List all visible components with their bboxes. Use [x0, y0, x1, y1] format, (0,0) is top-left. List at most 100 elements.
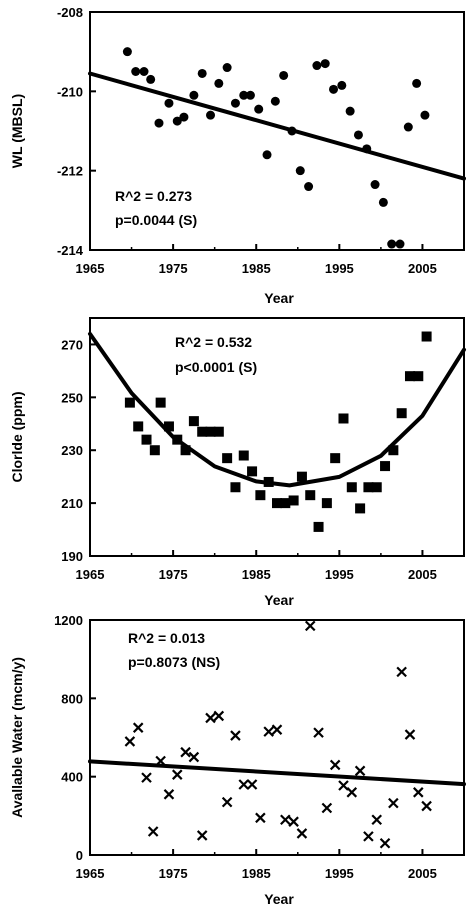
y-tick-label: 270	[61, 337, 83, 352]
data-point	[379, 837, 391, 849]
data-point	[271, 724, 283, 735]
data-point	[247, 466, 258, 477]
data-point	[346, 787, 358, 798]
x-tick-label: 1985	[242, 567, 271, 582]
data-point	[189, 90, 199, 100]
data-point	[205, 426, 216, 437]
data-point	[131, 67, 141, 76]
data-point	[371, 814, 383, 826]
data-point	[388, 445, 399, 456]
x-axis-label: Year	[264, 891, 294, 907]
data-point	[279, 70, 289, 80]
data-point	[370, 180, 380, 190]
data-point	[139, 67, 149, 76]
data-point	[304, 620, 316, 632]
data-point	[263, 476, 274, 487]
x-tick-label: 1995	[325, 567, 354, 582]
x-tick-label: 1965	[76, 261, 105, 276]
data-point	[141, 434, 152, 445]
data-point	[354, 765, 366, 777]
x-tick-label: 1995	[325, 261, 354, 276]
x-tick-label: 1985	[242, 261, 271, 276]
data-point	[172, 434, 183, 445]
plot-frame	[89, 11, 465, 251]
x-tick-label: 2005	[408, 866, 437, 881]
data-point	[387, 239, 397, 249]
data-point	[304, 182, 314, 192]
data-point	[296, 471, 307, 482]
data-point	[320, 59, 330, 69]
y-tick-label: 0	[76, 848, 83, 863]
data-point	[163, 421, 174, 432]
data-point	[205, 712, 216, 724]
y-tick-label: -212	[57, 164, 83, 179]
r-squared-label: R^2 = 0.273	[115, 188, 192, 204]
data-point	[421, 800, 432, 812]
trend-line	[88, 331, 466, 488]
data-point	[255, 490, 266, 501]
data-point	[338, 413, 349, 424]
trend-line	[88, 759, 466, 787]
data-point	[412, 78, 422, 88]
x-tick-label: 1995	[325, 866, 354, 881]
data-point	[345, 106, 355, 116]
data-point	[420, 110, 430, 120]
data-point	[330, 453, 341, 464]
y-tick-label: 210	[61, 496, 83, 511]
data-point	[213, 426, 224, 437]
data-point	[206, 110, 216, 120]
data-point	[313, 727, 324, 738]
data-point	[147, 826, 159, 837]
data-point	[346, 482, 357, 493]
plot-frame	[89, 619, 465, 856]
data-point	[280, 498, 291, 509]
data-point	[133, 421, 144, 432]
data-point	[213, 710, 225, 722]
x-tick-label: 1975	[159, 261, 188, 276]
y-tick-label: 1200	[54, 613, 83, 628]
data-point	[163, 789, 175, 800]
y-tick-label: -208	[57, 5, 83, 20]
y-tick-label: 250	[61, 390, 83, 405]
data-point	[180, 746, 191, 758]
y-tick-label: -210	[57, 84, 83, 99]
data-point	[254, 104, 264, 114]
data-point	[230, 482, 241, 493]
data-point	[403, 122, 413, 132]
data-point	[337, 80, 347, 90]
data-point	[196, 830, 208, 841]
data-point	[272, 498, 282, 509]
data-point	[230, 730, 241, 741]
data-point	[404, 371, 415, 382]
data-point	[380, 461, 391, 472]
data-point	[154, 118, 164, 128]
data-point	[262, 150, 272, 160]
data-point	[413, 371, 424, 382]
data-point	[363, 482, 374, 493]
data-point	[305, 490, 316, 501]
data-point	[188, 751, 200, 763]
data-point	[413, 787, 424, 798]
data-point	[270, 96, 280, 106]
data-point	[164, 98, 174, 108]
data-point	[146, 74, 156, 84]
data-point	[238, 450, 249, 461]
y-tick-label: 800	[61, 691, 83, 706]
p-value-label: p=0.0044 (S)	[115, 212, 197, 228]
data-point	[363, 831, 374, 842]
y-tick-label: 230	[61, 443, 83, 458]
data-point	[280, 814, 291, 826]
data-point	[321, 498, 332, 509]
data-point	[263, 726, 274, 737]
plot-frame	[89, 317, 465, 557]
data-point	[124, 397, 135, 408]
data-point	[197, 68, 207, 78]
data-point	[312, 61, 322, 71]
x-axis-label: Year	[264, 290, 294, 306]
data-point	[155, 755, 166, 767]
data-point	[245, 90, 255, 100]
data-point	[396, 408, 407, 419]
data-point	[388, 797, 399, 809]
y-axis-label: Clorlde (ppm)	[9, 392, 25, 483]
